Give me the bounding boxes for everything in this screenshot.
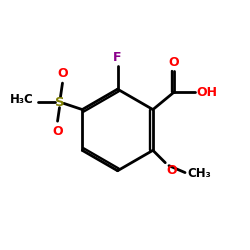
Text: O: O: [166, 164, 177, 177]
Text: F: F: [113, 51, 122, 64]
Text: H₃C: H₃C: [10, 93, 34, 106]
Text: OH: OH: [196, 86, 217, 99]
Text: O: O: [57, 67, 68, 80]
Text: CH₃: CH₃: [188, 167, 211, 180]
Text: O: O: [52, 125, 63, 138]
Text: O: O: [168, 56, 179, 69]
Text: S: S: [55, 96, 65, 109]
